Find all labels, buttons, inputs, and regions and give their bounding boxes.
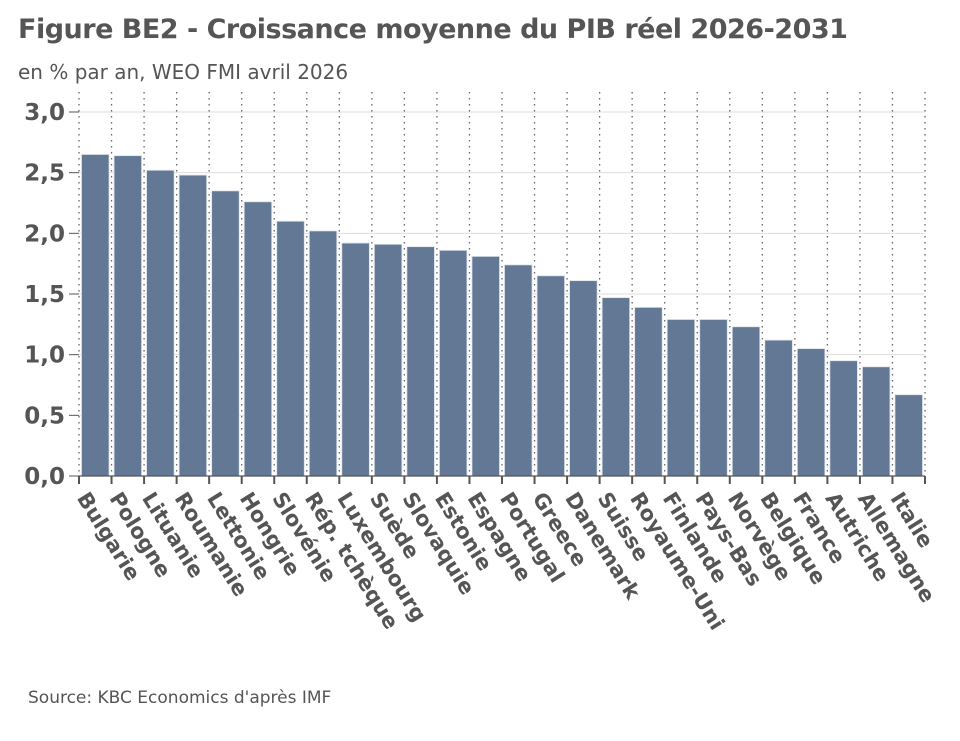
y-tick-label: 1,0 (24, 343, 65, 369)
y-tick-label: 2,5 (24, 161, 65, 187)
bar-allemagne (862, 366, 891, 477)
bar-bulgarie (81, 154, 110, 477)
bar-suisse (601, 297, 631, 477)
bar-roumanie (178, 174, 208, 477)
bar-danemark (569, 280, 598, 477)
bar-su-de (373, 243, 403, 477)
chart-title: Figure BE2 - Croissance moyenne du PIB r… (18, 14, 848, 45)
bar-slovaquie (406, 246, 435, 477)
bar-r-p-tch-que (308, 230, 338, 477)
bar-luxembourg (341, 242, 370, 477)
bar-greece (536, 275, 565, 477)
bar-portugal (504, 264, 533, 477)
bar-slov-nie (276, 220, 305, 477)
y-tick-label: 3,0 (24, 100, 65, 126)
bar-lettonie (211, 190, 240, 477)
chart-subtitle: en % par an, WEO FMI avril 2026 (18, 60, 349, 84)
bar-lituanie (146, 169, 175, 477)
bar-italie (894, 394, 923, 477)
bar-espagne (471, 255, 500, 477)
bar-france (796, 348, 826, 477)
bar-belgique (764, 339, 793, 477)
bar-estonie (439, 249, 468, 477)
source-note: Source: KBC Economics d'après IMF (28, 688, 332, 708)
y-tick-label: 2,0 (24, 221, 65, 247)
y-tick-label: 0,5 (24, 403, 65, 429)
bar-norv-ge (731, 326, 761, 477)
bar-autriche (829, 360, 858, 477)
bar-pays-bas (699, 319, 728, 477)
bar-hongrie (243, 201, 273, 477)
bar-royaume-uni (634, 306, 663, 477)
bar-pologne (113, 155, 142, 477)
bar-finlande (666, 319, 696, 477)
y-tick-label: 0,0 (24, 464, 65, 490)
y-tick-label: 1,5 (24, 282, 65, 308)
